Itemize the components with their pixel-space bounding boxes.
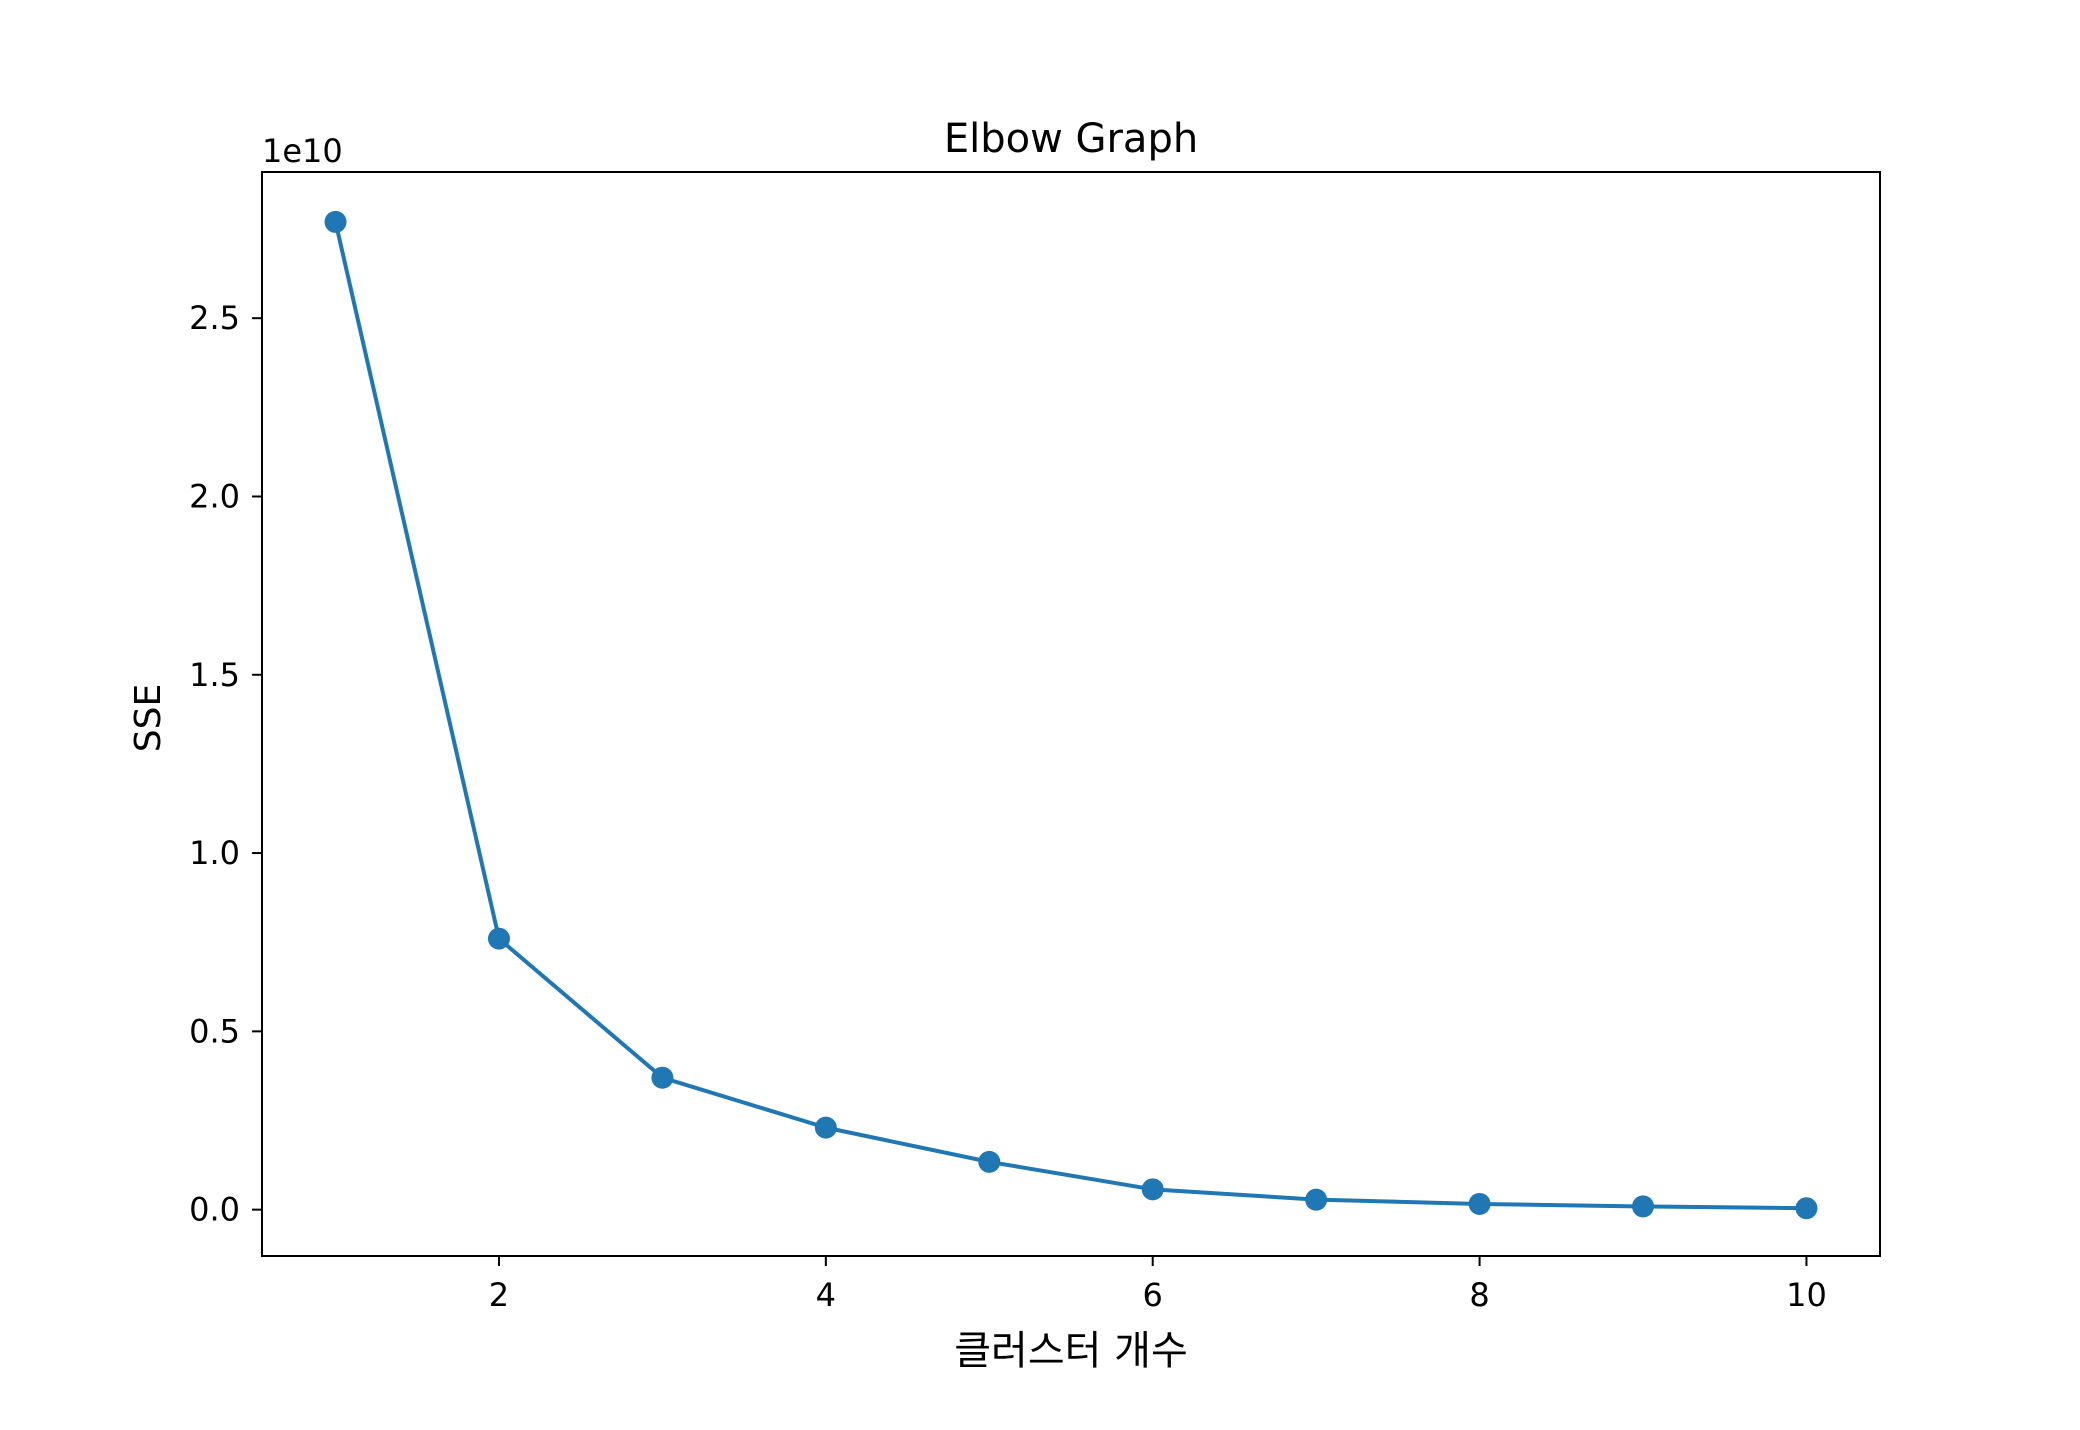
- data-point: [651, 1066, 674, 1089]
- y-tick-label: 1.5: [189, 656, 240, 694]
- y-tick-label: 2.0: [189, 477, 240, 515]
- data-point: [1141, 1178, 1164, 1201]
- y-tick-label: 0.0: [189, 1191, 240, 1229]
- data-point: [1632, 1195, 1655, 1218]
- data-point: [1795, 1197, 1818, 1220]
- data-point: [1305, 1188, 1328, 1211]
- x-tick-label: 6: [1143, 1276, 1163, 1314]
- axes-frame: [261, 171, 1881, 1257]
- plot-area: 2 4 6 8 10 0.0 0.5 1.0 1.5 2.0 2.5: [189, 171, 1881, 1314]
- y-offset-label: 1e10: [262, 132, 343, 170]
- x-tick-label: 4: [816, 1276, 836, 1314]
- data-point: [324, 210, 347, 233]
- y-tick-label: 1.0: [189, 834, 240, 872]
- series-line: [333, 221, 1807, 1211]
- x-tick-label: 10: [1786, 1276, 1827, 1314]
- data-point: [814, 1116, 837, 1139]
- data-point: [978, 1150, 1001, 1173]
- x-axis-label: 클러스터 개수: [954, 1328, 1188, 1374]
- y-tick-label: 0.5: [189, 1012, 240, 1050]
- y-tick-label: 2.5: [189, 299, 240, 337]
- chart-title: Elbow Graph: [944, 116, 1198, 162]
- x-tick-label: 8: [1469, 1276, 1489, 1314]
- data-point: [487, 927, 510, 950]
- data-point: [1468, 1192, 1491, 1215]
- x-tick-label: 2: [489, 1276, 509, 1314]
- y-axis-label: SSE: [128, 684, 169, 752]
